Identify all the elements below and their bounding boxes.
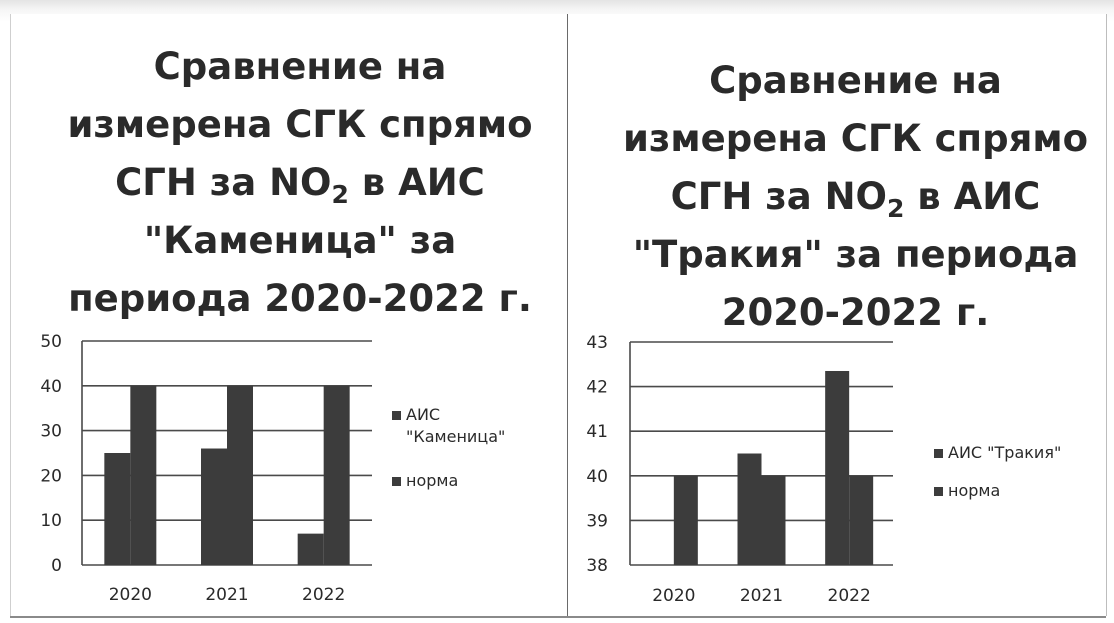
bar-station <box>297 533 324 565</box>
y-tick-label: 40 <box>40 377 62 397</box>
chart-title-kamenitsa: Сравнение на измерена СГК спрямо СГН за … <box>50 38 550 328</box>
legend-swatch <box>934 449 943 458</box>
bar-norm <box>227 385 253 565</box>
legend-item-station: АИС "Тракия" <box>934 442 1104 464</box>
title-line: "Тракия" за периода <box>632 233 1079 276</box>
legend-swatch <box>392 477 401 486</box>
chart-title-trakia: Сравнение на измерена СГК спрямо СГН за … <box>608 52 1103 342</box>
legend-kamenitsa: АИС "Каменица" норма <box>392 404 542 492</box>
legend-item-norm: норма <box>392 470 542 492</box>
x-tick-label: 2022 <box>828 586 871 606</box>
title-line: измерена СГК спрямо <box>67 103 533 146</box>
y-tick-label: 50 <box>40 332 62 352</box>
title-line: Сравнение на <box>709 59 1002 102</box>
title-line: СГН за NO2 в АИС <box>670 175 1041 223</box>
y-tick-label: 40 <box>586 467 608 487</box>
title-line: периода 2020-2022 г. <box>68 277 532 320</box>
y-tick-label: 20 <box>40 466 62 486</box>
y-tick-label: 43 <box>586 333 608 353</box>
y-tick-label: 42 <box>586 378 608 398</box>
bar-norm <box>130 385 157 565</box>
legend-label: АИС "Тракия" <box>948 443 1062 462</box>
y-tick-label: 41 <box>586 422 608 442</box>
x-tick-label: 2020 <box>652 586 695 606</box>
y-tick-label: 39 <box>586 511 608 531</box>
y-tick-label: 10 <box>40 511 62 531</box>
x-tick-label: 2020 <box>109 585 152 605</box>
bar-norm <box>761 475 786 565</box>
legend-label: норма <box>406 471 459 490</box>
legend-item-station: АИС "Каменица" <box>392 404 542 448</box>
legend-swatch <box>934 487 943 496</box>
x-tick-label: 2021 <box>740 586 783 606</box>
bar-norm <box>849 475 874 565</box>
title-line: СГН за NO2 в АИС <box>115 161 485 209</box>
title-line: "Каменица" за <box>143 219 457 262</box>
y-tick-label: 0 <box>51 556 62 576</box>
bar-norm <box>673 475 698 565</box>
x-tick-label: 2022 <box>302 585 345 605</box>
bar-station <box>737 453 762 565</box>
page-border <box>10 616 1106 618</box>
y-tick-label: 30 <box>40 422 62 442</box>
bar-station <box>825 370 850 565</box>
legend-label: норма <box>948 481 1001 500</box>
bar-station <box>201 448 227 565</box>
legend-item-norm: норма <box>934 480 1104 502</box>
legend-trakia: АИС "Тракия" норма <box>934 442 1104 502</box>
title-line: Сравнение на <box>153 45 447 88</box>
title-line: 2020-2022 г. <box>721 291 990 334</box>
legend-swatch <box>392 411 401 420</box>
legend-label: АИС "Каменица" <box>406 405 506 446</box>
y-tick-label: 38 <box>586 556 608 576</box>
title-line: измерена СГК спрямо <box>622 117 1088 160</box>
x-tick-label: 2021 <box>205 585 248 605</box>
bar-station <box>104 453 131 565</box>
bar-norm <box>323 385 350 565</box>
chart-panel-kamenitsa <box>10 14 569 616</box>
